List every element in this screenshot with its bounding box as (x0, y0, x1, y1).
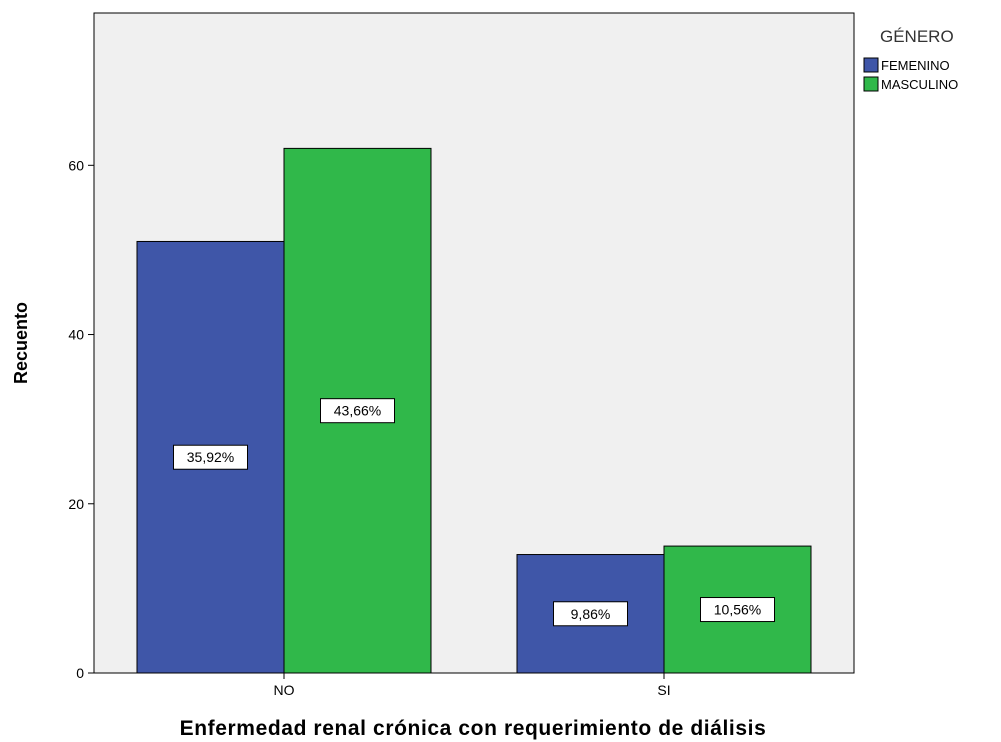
x-axis-title: Enfermedad renal crónica con requerimien… (180, 717, 767, 740)
legend-swatch-femenino (863, 57, 879, 73)
data-label-no-femenino: 35,92% (187, 449, 234, 465)
legend-label-femenino: FEMENINO (881, 58, 950, 73)
data-label-box-si-femenino (553, 601, 628, 627)
legend-label-masculino: MASCULINO (881, 77, 958, 92)
x-tick-label-si: SI (657, 682, 670, 698)
x-tick-label-no: NO (274, 682, 295, 698)
legend: GÉNERO FEMENINO MASCULINO (863, 27, 958, 92)
data-label-box-si-masculino (700, 597, 775, 623)
data-label-no-masculino: 43,66% (334, 403, 381, 419)
legend-title: GÉNERO (880, 27, 954, 46)
data-label-si-masculino: 10,56% (714, 602, 761, 618)
y-axis-title: Recuento (11, 302, 31, 384)
y-tick-label-40: 40 (68, 327, 84, 343)
data-label-si-femenino: 9,86% (571, 606, 611, 622)
data-label-box-no-femenino (173, 444, 248, 470)
x-axis: NO SI (274, 673, 671, 698)
data-label-box-no-masculino (320, 398, 395, 424)
data-labels-group: 35,92% 43,66% 9,86% 10,56% (173, 398, 775, 627)
y-tick-label-60: 60 (68, 157, 84, 173)
y-tick-label-20: 20 (68, 496, 84, 512)
y-tick-label-0: 0 (76, 665, 84, 681)
legend-swatch-masculino (863, 76, 879, 92)
y-axis: 0 20 40 60 (68, 157, 94, 681)
